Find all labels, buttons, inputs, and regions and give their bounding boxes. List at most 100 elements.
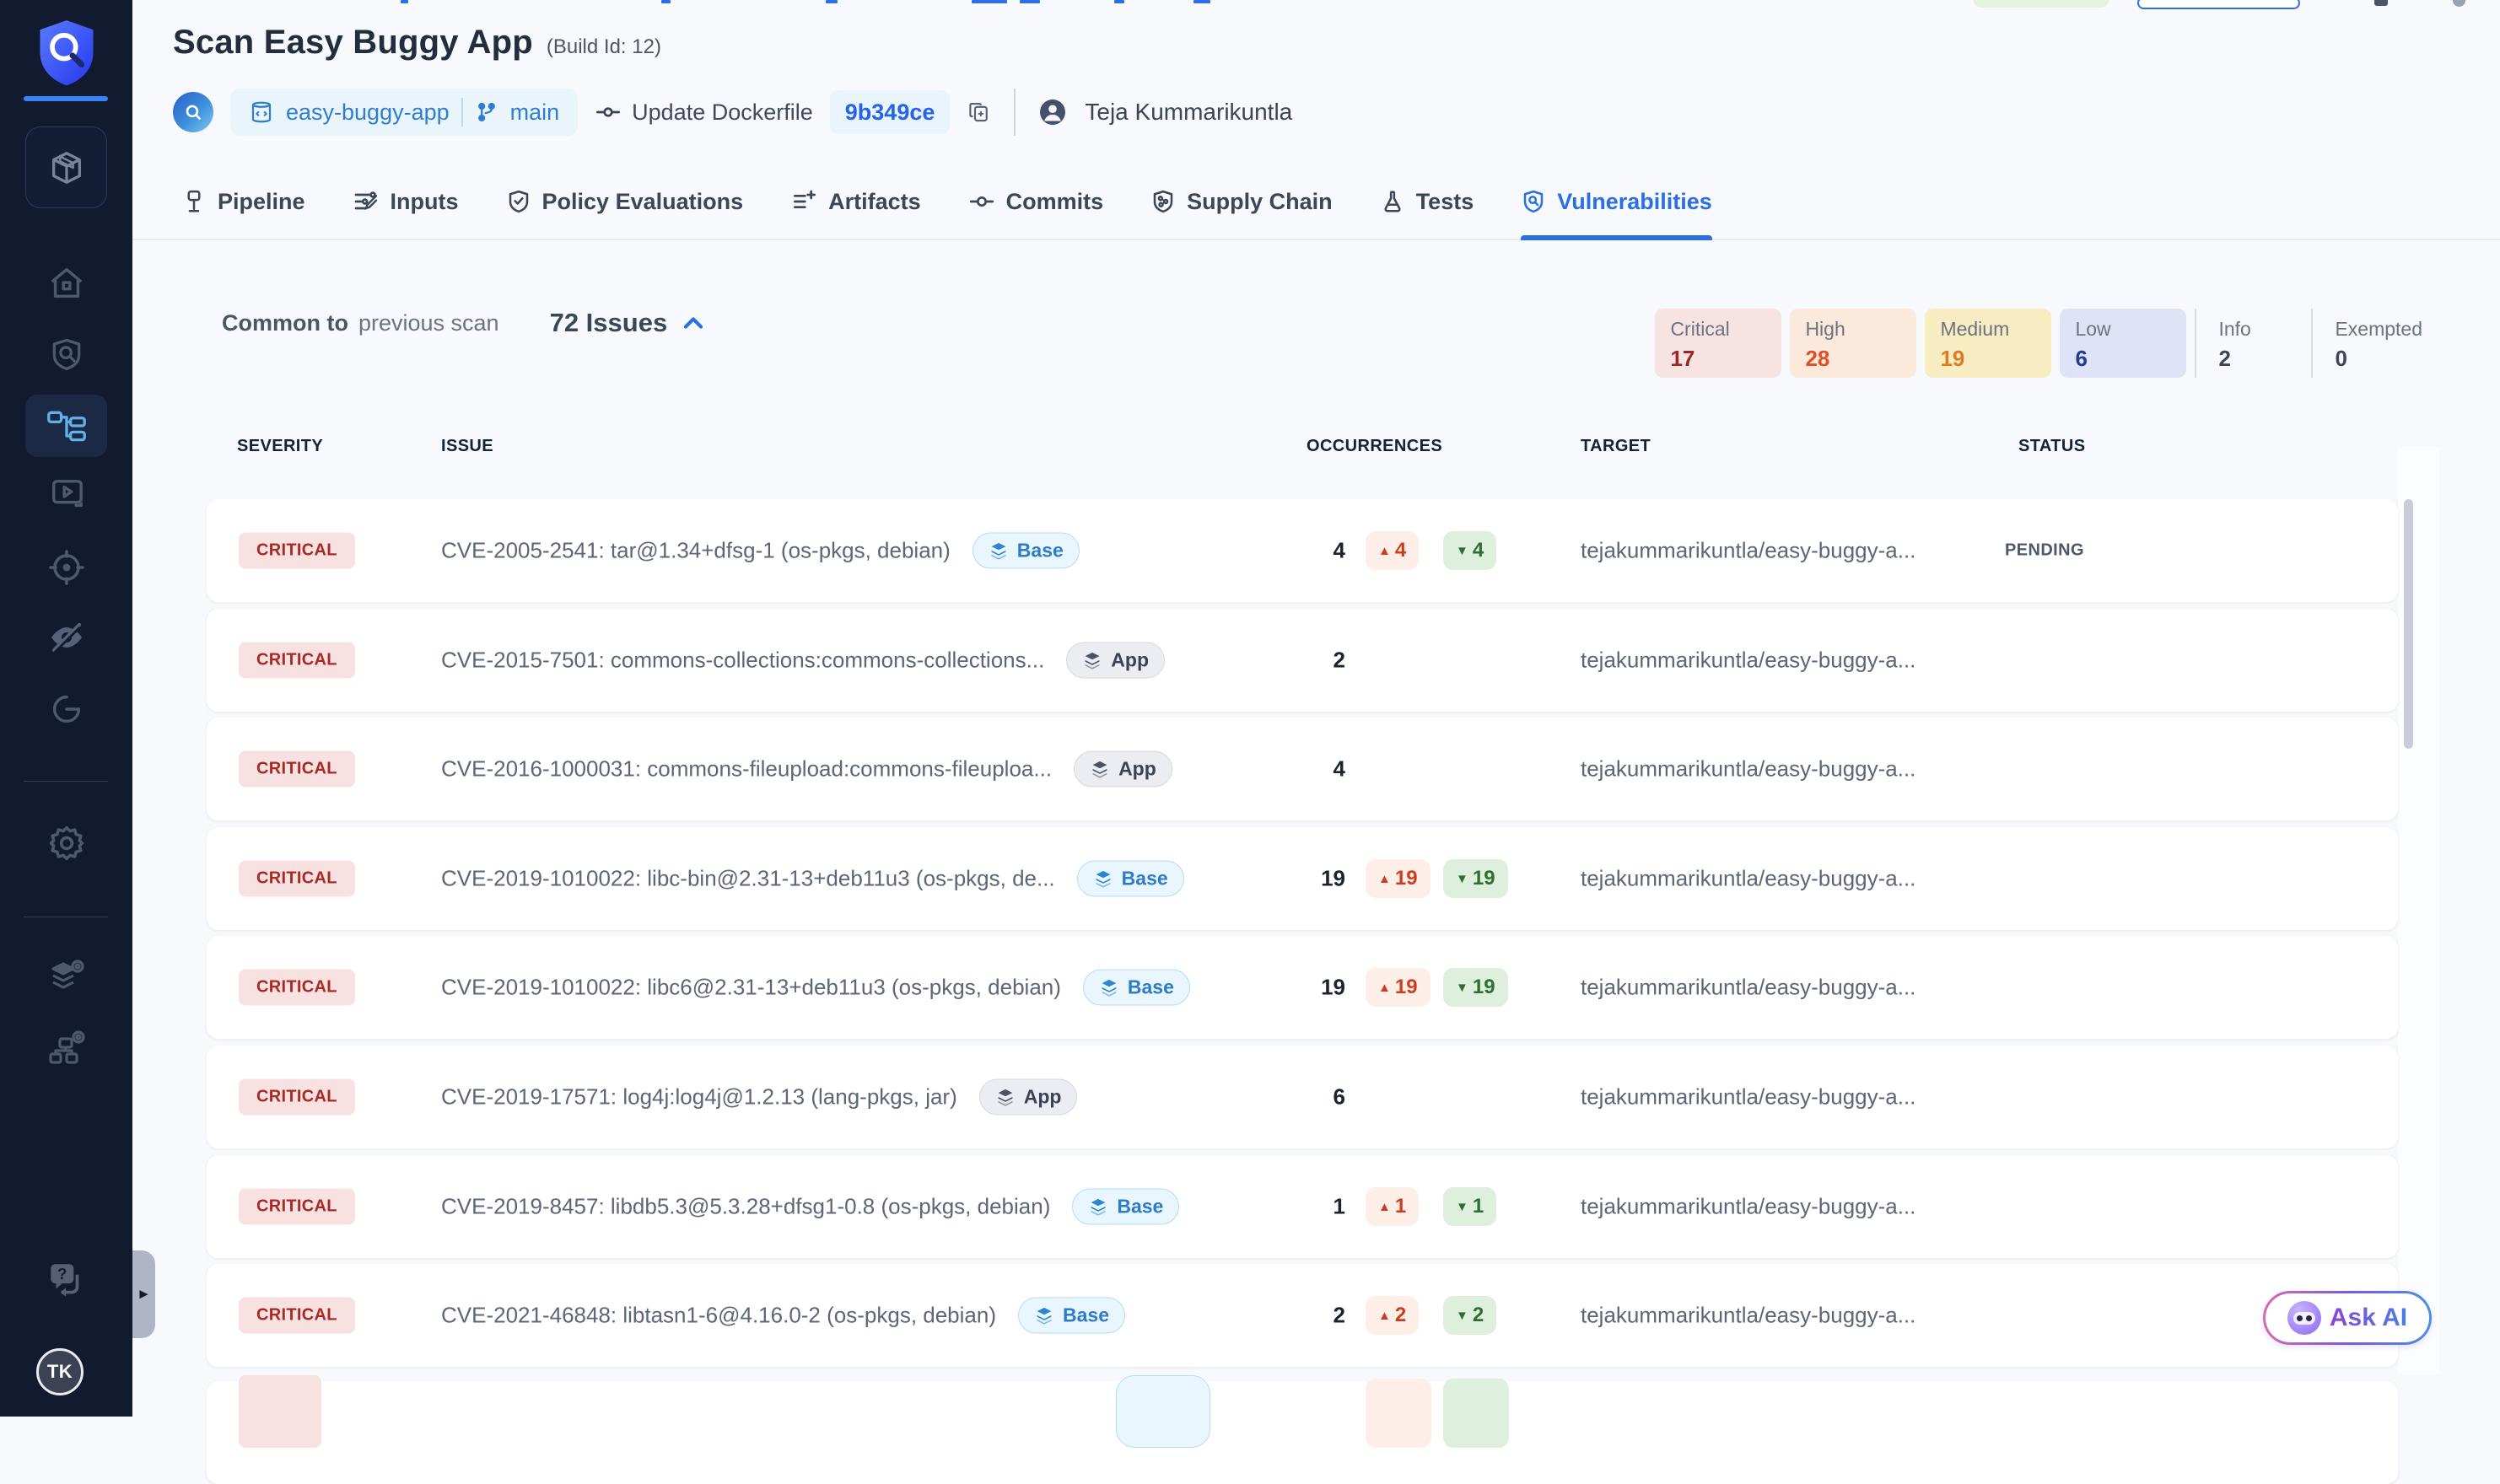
scope-label: Base <box>1121 867 1168 890</box>
tab-vulnerabilities-active[interactable]: Vulnerabilities <box>1521 164 1712 240</box>
scope-badge-app: App <box>1074 750 1172 788</box>
issue-title[interactable]: CVE-2005-2541: tar@1.34+dfsg-1 (os-pkgs,… <box>441 537 951 563</box>
new-count-badge: ▲ 1 <box>1366 1187 1420 1226</box>
cutoff-toolbar-icon <box>2374 0 2388 6</box>
scrollbar-thumb[interactable] <box>2404 499 2413 749</box>
target-name: tejakummarikuntla/easy-buggy-a... <box>1581 755 1916 782</box>
git-branch-icon <box>477 102 495 122</box>
sidebar-item-home[interactable] <box>47 264 86 303</box>
scope-badge-base <box>1116 1375 1210 1448</box>
occurrences-count: 1 <box>1333 1193 1345 1219</box>
severity-filter-chip[interactable]: Medium 19 <box>1925 309 2052 378</box>
tab-policy-evaluations[interactable]: Policy Evaluations <box>506 164 743 239</box>
severity-label: High <box>1805 318 1845 340</box>
repo-name[interactable]: easy-buggy-app <box>286 99 450 125</box>
cutoff-breadcrumb-fragment <box>1020 0 1040 3</box>
severity-label: Medium <box>1940 318 2010 340</box>
cutoff-outline-button[interactable] <box>2137 0 2300 9</box>
collapse-chevron-icon[interactable] <box>682 315 704 331</box>
issue-title[interactable]: CVE-2016-1000031: commons-fileupload:com… <box>441 755 1053 782</box>
issue-title[interactable]: CVE-2019-17571: log4j:log4j@1.2.13 (lang… <box>441 1083 957 1110</box>
app-logo-shield-scan-icon <box>35 18 99 87</box>
table-row[interactable]: CRITICAL CVE-2019-17571: log4j:log4j@1.2… <box>207 1046 2398 1148</box>
help-chat-icon[interactable]: ? <box>46 1261 88 1299</box>
copy-icon[interactable] <box>967 99 992 126</box>
issue-cell: CVE-2015-7501: commons-collections:commo… <box>441 642 1352 679</box>
table-row[interactable]: CRITICAL CVE-2019-1010022: libc-bin@2.31… <box>207 827 2398 930</box>
tab-label: Commits <box>1005 188 1104 214</box>
scope-label: Base <box>1127 976 1174 998</box>
severity-filter-chip[interactable]: Exempted 0 <box>2311 309 2438 378</box>
scope-label: Base <box>1016 539 1064 562</box>
issue-title[interactable]: CVE-2019-1010022: libc6@2.31-13+deb11u3 … <box>441 974 1061 1000</box>
sidebar-item-settings[interactable] <box>46 823 87 863</box>
tab-artifacts[interactable]: Artifacts <box>790 164 921 239</box>
occurrences-count: 2 <box>1333 647 1345 673</box>
tab-bar: Pipeline Inputs Policy Evaluations Artif… <box>132 164 2500 240</box>
sidebar-item-exemptions[interactable] <box>47 690 86 729</box>
sidebar-divider <box>24 781 108 782</box>
issue-title[interactable]: CVE-2019-8457: libdb5.3@5.3.28+dfsg1-0.8… <box>441 1193 1051 1219</box>
scope-label: Base <box>1117 1195 1164 1218</box>
severity-filter-chip[interactable]: High 28 <box>1790 309 1917 378</box>
author-avatar-icon <box>1040 99 1066 125</box>
issue-title[interactable]: CVE-2021-46848: libtasn1-6@4.16.0-2 (os-… <box>441 1302 996 1328</box>
tab-inputs[interactable]: Inputs <box>353 164 459 239</box>
layers-icon <box>1102 979 1117 997</box>
sidebar-expander-handle[interactable]: ► <box>132 1250 155 1338</box>
commit-sha-chip[interactable]: 9b349ce <box>829 90 951 134</box>
severity-filter-chip[interactable]: Info 2 <box>2195 309 2303 378</box>
table-row[interactable]: CRITICAL CVE-2019-1010022: libc6@2.31-13… <box>207 936 2398 1039</box>
sidebar-item-pipelines-active[interactable] <box>25 395 107 457</box>
scope-badge-base: Base <box>1076 860 1184 897</box>
issue-title[interactable]: CVE-2019-1010022: libc-bin@2.31-13+deb11… <box>441 865 1055 891</box>
sidebar-item-scans[interactable] <box>48 336 85 373</box>
fixed-count-badge: ▼ 2 <box>1443 1296 1497 1335</box>
tab-label: Vulnerabilities <box>1557 188 1712 214</box>
cutoff-breadcrumb-fragment <box>972 0 1007 3</box>
target-name: tejakummarikuntla/easy-buggy-a... <box>1581 865 1916 891</box>
tab-pipeline[interactable]: Pipeline <box>181 164 305 239</box>
tab-commits[interactable]: Commits <box>968 164 1104 239</box>
severity-badge: CRITICAL <box>239 532 355 569</box>
table-row[interactable]: CRITICAL CVE-2021-46848: libtasn1-6@4.16… <box>207 1264 2398 1367</box>
up-triangle-icon: ▲ <box>1378 871 1391 886</box>
commit-message: Update Dockerfile <box>632 99 813 125</box>
sidebar-item-infrastructure[interactable] <box>46 1029 87 1066</box>
scope-badge-app: App <box>978 1078 1078 1116</box>
layers-icon <box>1092 761 1107 778</box>
tab-tests[interactable]: Tests <box>1380 164 1474 239</box>
table-row-partial[interactable] <box>207 1375 2398 1484</box>
severity-badge: CRITICAL <box>239 1188 355 1225</box>
cutoff-breadcrumb-fragment <box>1193 0 1210 3</box>
ask-ai-button[interactable]: Ask AI <box>2263 1291 2432 1345</box>
branch-name[interactable]: main <box>509 99 560 125</box>
severity-filter-chip[interactable]: Low 6 <box>2060 309 2187 378</box>
scope-label: App <box>1118 757 1156 780</box>
page-title: Scan Easy Buggy App <box>173 24 533 61</box>
scope-badge-base: Base <box>1082 969 1190 1006</box>
new-count-badge: ▲ 2 <box>1366 1296 1420 1335</box>
tab-supply-chain[interactable]: Supply Chain <box>1150 164 1333 239</box>
tab-label: Pipeline <box>218 188 305 214</box>
new-count-badge <box>1366 1379 1431 1448</box>
cutoff-toolbar-icon <box>2453 0 2465 7</box>
new-count-badge: ▲ 4 <box>1366 531 1420 570</box>
issue-cell: CVE-2019-8457: libdb5.3@5.3.28+dfsg1-0.8… <box>441 1188 1352 1225</box>
repo-branch-pill[interactable]: easy-buggy-app main <box>230 89 579 136</box>
user-avatar[interactable]: TK <box>36 1348 84 1395</box>
scope-badge-base: Base <box>1072 1188 1180 1225</box>
sidebar-item-targets[interactable] <box>46 547 87 588</box>
issue-cell: CVE-2019-1010022: libc-bin@2.31-13+deb11… <box>441 860 1352 897</box>
table-row[interactable]: CRITICAL CVE-2005-2541: tar@1.34+dfsg-1 … <box>207 499 2398 602</box>
sidebar-item-runs[interactable] <box>47 478 86 513</box>
sidebar-item-workspace[interactable] <box>25 126 107 208</box>
table-row[interactable]: CRITICAL CVE-2019-8457: libdb5.3@5.3.28+… <box>207 1155 2398 1258</box>
table-row[interactable]: CRITICAL CVE-2016-1000031: commons-fileu… <box>207 718 2398 820</box>
sidebar-item-hidden-findings[interactable] <box>46 619 88 656</box>
sidebar-item-integrations[interactable] <box>46 957 87 994</box>
severity-filter-chip[interactable]: Critical 17 <box>1655 309 1782 378</box>
table-row[interactable]: CRITICAL CVE-2015-7501: commons-collecti… <box>207 609 2398 712</box>
issue-title[interactable]: CVE-2015-7501: commons-collections:commo… <box>441 647 1045 673</box>
tab-label: Artifacts <box>828 188 921 214</box>
